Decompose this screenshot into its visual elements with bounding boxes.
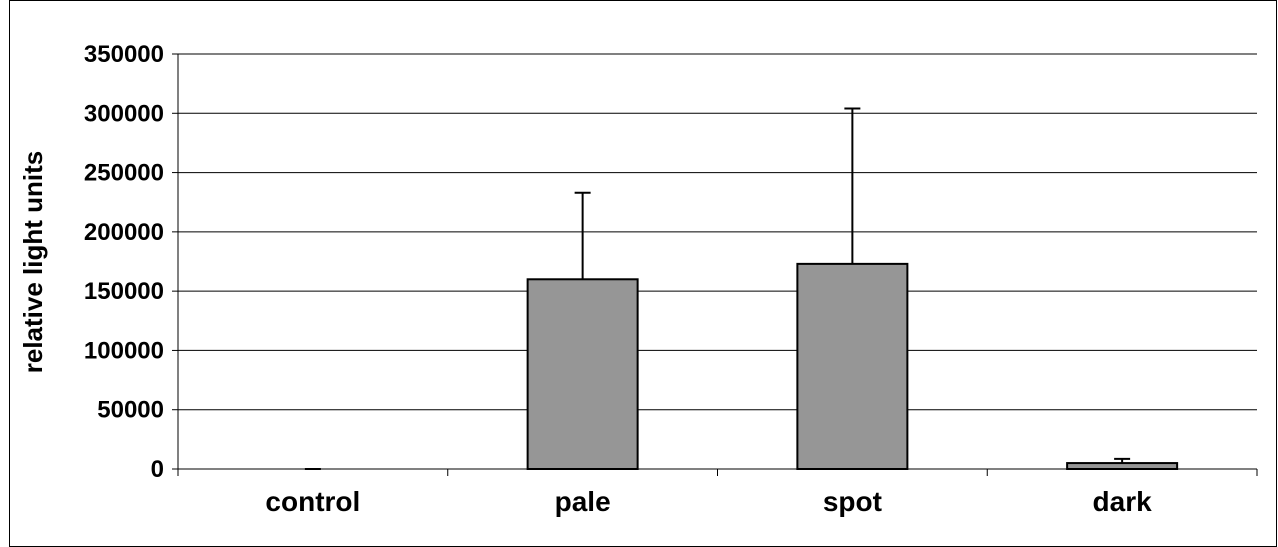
axes: [172, 53, 1258, 476]
y-tick-label: 300000: [84, 100, 164, 127]
bar-dark: [1066, 462, 1179, 471]
x-label-control: control: [265, 486, 360, 517]
y-tick-label: 250000: [84, 160, 164, 187]
y-tick-label: 200000: [84, 219, 164, 246]
y-tick-label: 150000: [84, 278, 164, 305]
y-tick-label: 50000: [97, 397, 164, 424]
x-label-pale: pale: [555, 486, 611, 517]
x-label-spot: spot: [823, 486, 882, 517]
bars: [526, 262, 1179, 471]
y-tick-label: 350000: [84, 41, 164, 68]
x-tick-labels: control pale spot dark: [265, 486, 1152, 517]
y-tick-labels: 0 50000 100000 150000 200000 250000 300000 3500…: [84, 41, 164, 483]
x-label-dark: dark: [1093, 486, 1153, 517]
error-bars: [304, 107, 1131, 470]
chart-frame: [9, 0, 1277, 547]
y-tick-label: 100000: [84, 337, 164, 364]
y-tick-label: 0: [151, 456, 164, 483]
bar-spot: [796, 262, 909, 470]
gridlines: [178, 53, 1257, 411]
y-axis-title: relative light units: [18, 151, 48, 374]
bar-pale: [526, 278, 639, 470]
